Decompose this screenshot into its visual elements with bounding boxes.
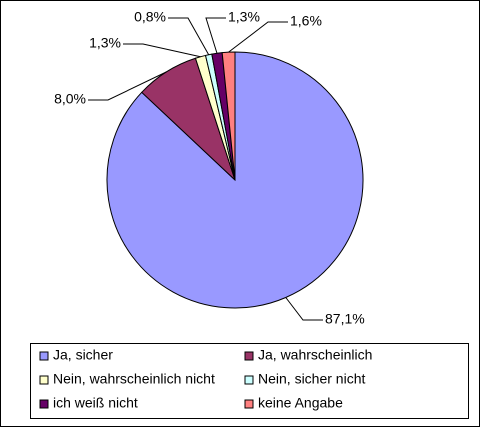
legend-label: ich weiß nicht — [53, 395, 138, 411]
legend-swatch — [244, 351, 254, 361]
legend-swatch — [39, 375, 49, 385]
legend-label: keine Angabe — [258, 395, 343, 411]
data-label: 87,1% — [325, 311, 365, 327]
legend-label: Nein, wahrscheinlich nicht — [53, 371, 215, 387]
leader-line — [228, 21, 288, 53]
leader-line — [285, 297, 323, 321]
legend-label: Ja, wahrscheinlich — [258, 347, 372, 363]
pie-slice — [221, 51, 236, 181]
legend-label: Nein, sicher nicht — [258, 371, 365, 387]
legend-swatch — [244, 375, 254, 385]
leader-line — [168, 17, 210, 55]
data-label: 1,6% — [290, 13, 322, 29]
data-label: 1,3% — [228, 9, 260, 25]
legend-swatch — [244, 399, 254, 409]
data-label: 0,8% — [134, 9, 166, 25]
legend-swatch — [39, 399, 49, 409]
data-label: 1,3% — [89, 35, 121, 51]
leader-line — [205, 17, 226, 54]
legend-label: Ja, sicher — [53, 347, 113, 363]
leader-line — [123, 43, 201, 58]
legend-swatch — [39, 351, 49, 361]
leader-line — [88, 71, 167, 101]
data-label: 8,0% — [54, 91, 86, 107]
